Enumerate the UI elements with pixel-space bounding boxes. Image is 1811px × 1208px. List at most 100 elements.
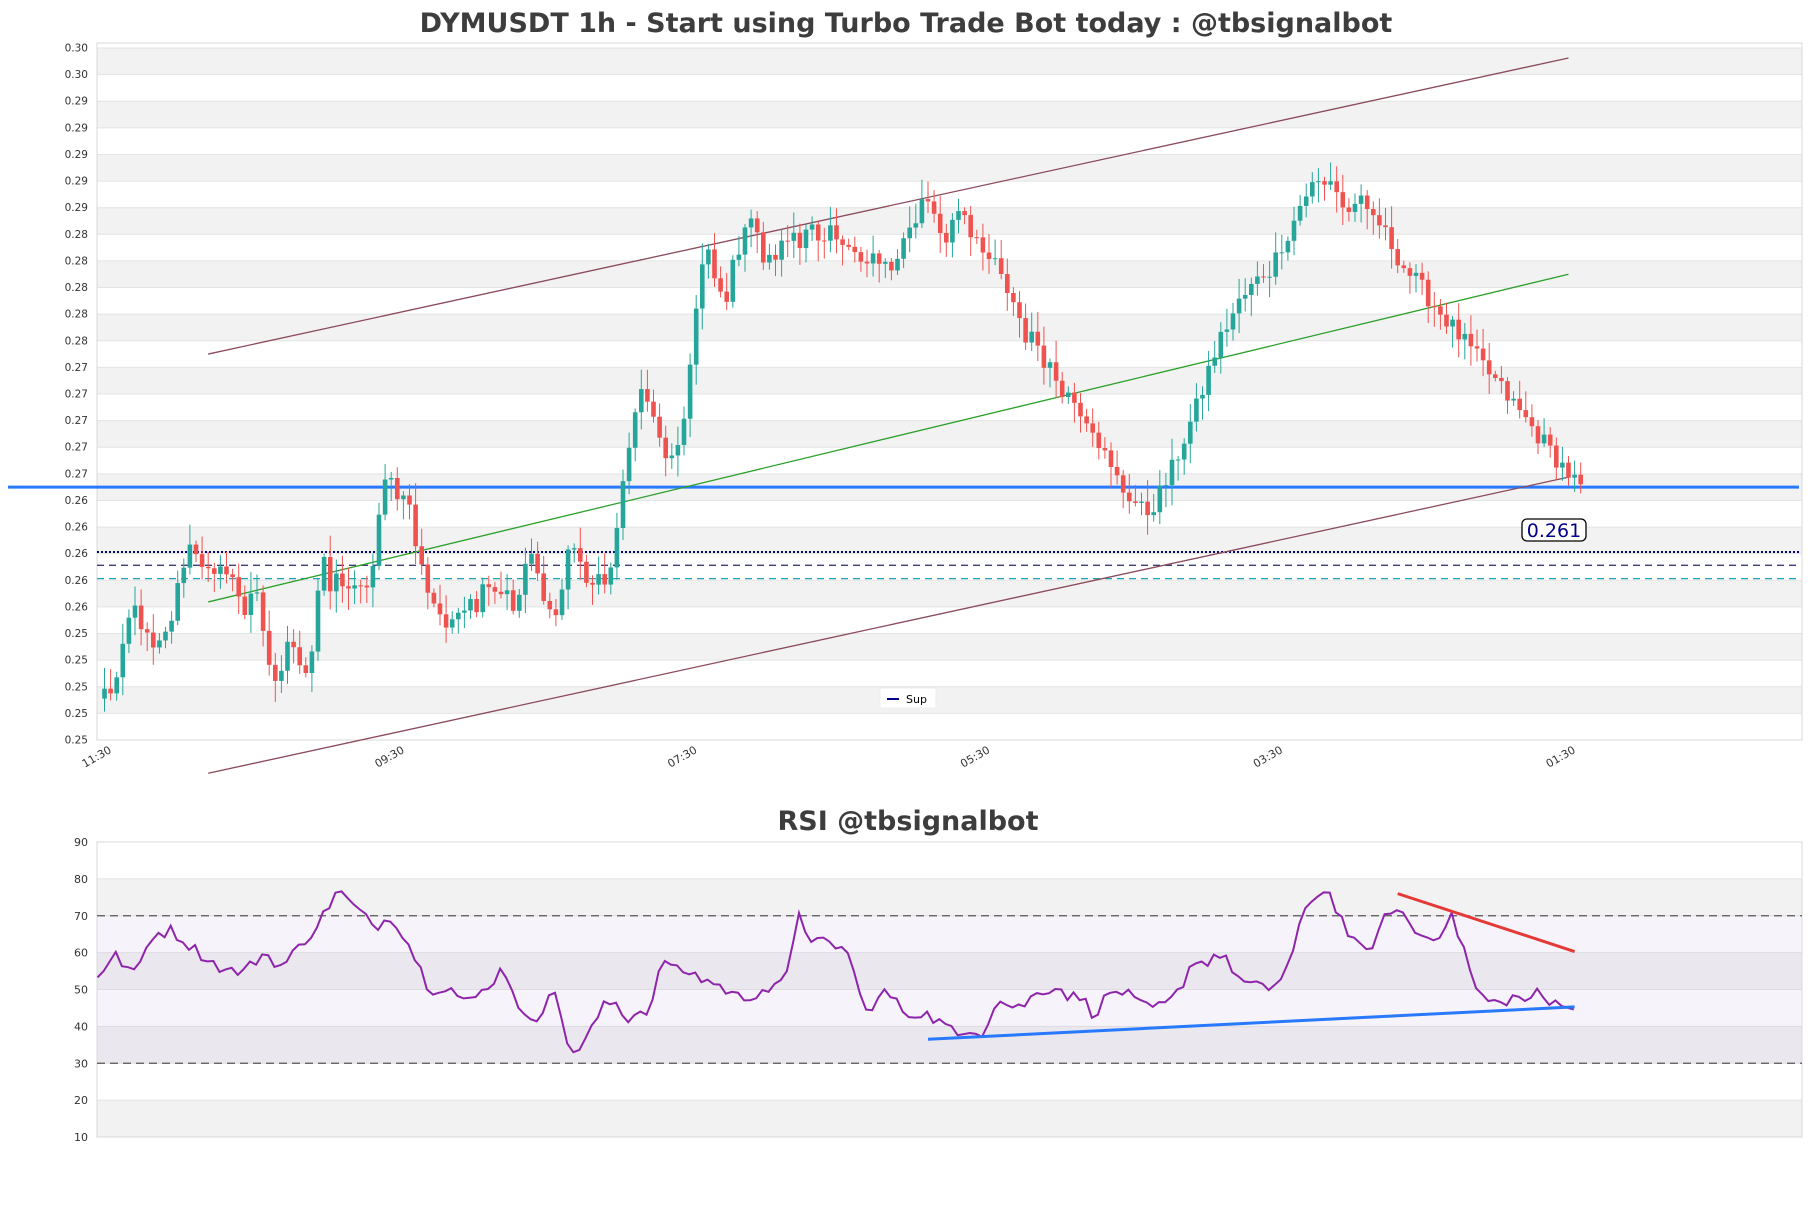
candle-body <box>254 592 260 594</box>
candle-body <box>1346 207 1352 212</box>
candle-body <box>510 590 516 611</box>
candle-body <box>1133 501 1138 503</box>
candle-body <box>376 514 382 566</box>
candle-body <box>413 504 418 547</box>
candle-body <box>791 232 797 241</box>
candle-body <box>913 223 919 228</box>
candle-body <box>449 619 455 628</box>
candle-body <box>456 612 461 620</box>
rsi-y-tick-labels: 10 20 30 40 50 60 70 80 90 <box>74 836 88 1144</box>
candle-body <box>876 253 882 264</box>
candle-body <box>809 224 815 230</box>
candle-body <box>108 688 113 694</box>
candle-body <box>1291 220 1297 241</box>
candle-body <box>1456 319 1461 340</box>
price-y-tick-label: 0.29 <box>65 122 88 134</box>
candle-body <box>1011 293 1016 303</box>
price-y-tick-label: 0.27 <box>65 415 88 427</box>
candle-body <box>584 561 589 583</box>
candle-body <box>1267 276 1272 278</box>
candle-body <box>944 232 949 243</box>
price-x-tick-label: 09:30 <box>373 743 407 770</box>
candle-body <box>486 584 492 588</box>
candle-body <box>559 589 565 616</box>
candle-body <box>700 264 705 309</box>
candle-body <box>889 261 894 271</box>
candle-body <box>309 651 315 674</box>
candle-body <box>1340 192 1346 208</box>
candle-body <box>273 664 278 681</box>
candle-body <box>1285 240 1291 253</box>
price-y-tick-label: 0.27 <box>65 468 88 480</box>
candle-body <box>1047 362 1053 368</box>
rsi-line <box>96 890 1574 1054</box>
candle-body <box>675 444 681 456</box>
candle-body <box>346 586 351 589</box>
candle-body <box>846 244 851 247</box>
candle-body <box>395 477 400 500</box>
price-y-tick-label: 0.25 <box>65 681 88 693</box>
candle-body <box>553 609 559 616</box>
price-grid-bands <box>97 47 1802 741</box>
candle-body <box>706 249 711 265</box>
candle-body <box>1072 392 1077 403</box>
price-y-tick-label: 0.27 <box>65 389 88 401</box>
candle-body <box>382 479 388 515</box>
candle-body <box>492 587 498 592</box>
candle-body <box>1151 512 1156 516</box>
candle-body <box>260 592 266 631</box>
price-grid-band <box>97 260 1802 288</box>
candle-body <box>1206 365 1211 395</box>
candle-body <box>1450 319 1455 327</box>
price-y-tick-label: 0.28 <box>65 229 88 241</box>
candle-body <box>1017 302 1022 319</box>
candle-body <box>437 603 443 615</box>
candle-body <box>742 227 748 255</box>
candle-body <box>266 630 272 665</box>
candle-body <box>334 573 339 592</box>
price-plot-frame <box>96 42 1803 741</box>
rsi-level-lines <box>97 915 1802 1064</box>
legend-box <box>879 687 937 709</box>
candle-body <box>1163 485 1169 487</box>
candle-body <box>151 632 156 648</box>
candle-body <box>895 258 900 271</box>
candle-body <box>474 599 479 613</box>
candle-body <box>1413 272 1419 276</box>
price-level-label-text: 0.261 <box>1527 520 1581 542</box>
candle-body <box>1493 374 1498 378</box>
candle-body <box>169 620 174 632</box>
candle-body <box>462 610 467 613</box>
price-x-tick-label: 05:30 <box>958 743 992 770</box>
price-y-tick-label: 0.28 <box>65 282 88 294</box>
trend-channel-lines <box>208 57 1569 774</box>
candle-body <box>1200 394 1205 399</box>
candle-body <box>1572 474 1577 478</box>
candlesticks <box>102 162 1583 712</box>
candle-body <box>950 219 955 243</box>
candle-body <box>1224 329 1230 332</box>
rsi-y-tick-label: 80 <box>74 873 88 886</box>
candle-body <box>1108 450 1114 467</box>
price-grid-band <box>97 420 1802 448</box>
candle-body <box>1230 313 1236 330</box>
candle-body <box>1005 274 1010 294</box>
candle-body <box>870 253 876 264</box>
chart-title: DYMUSDT 1h - Start using Turbo Trade Bot… <box>420 8 1393 39</box>
rsi-plot-frame <box>96 841 1803 1138</box>
candle-body <box>822 240 827 242</box>
candle-body <box>236 577 241 597</box>
candle-body <box>340 573 345 587</box>
candle-body <box>1462 333 1468 340</box>
candle-body <box>974 237 980 239</box>
candle-body <box>352 585 357 589</box>
candle-body <box>126 617 132 644</box>
candle-body <box>736 254 742 260</box>
candle-body <box>754 218 760 233</box>
candle-body <box>1523 410 1529 418</box>
candle-body <box>718 278 723 292</box>
candle-body <box>1181 443 1187 460</box>
candle-body <box>388 477 394 480</box>
candle-body <box>937 213 943 233</box>
candle-body <box>504 590 510 595</box>
